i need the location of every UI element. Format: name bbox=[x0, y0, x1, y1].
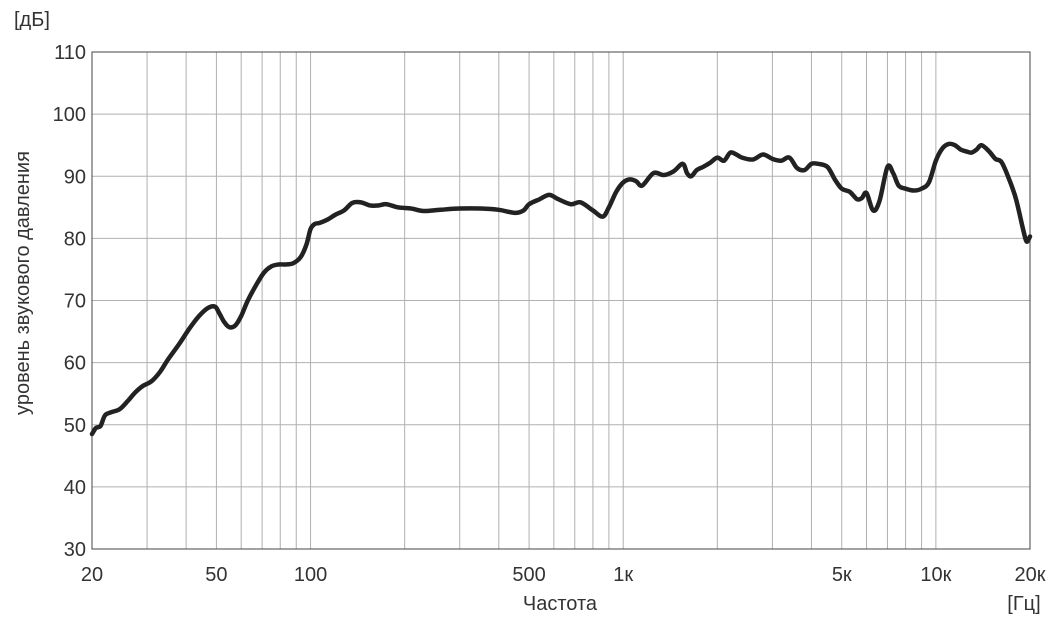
y-tick-label: 30 bbox=[64, 539, 86, 561]
frequency-response-line bbox=[89, 141, 1033, 437]
y-tick-label: 60 bbox=[64, 353, 86, 375]
y-axis-title: уровень звукового давления bbox=[12, 151, 34, 415]
x-unit-label: [Гц] bbox=[1007, 593, 1040, 615]
y-tick-label: 80 bbox=[64, 228, 86, 250]
y-tick-label: 100 bbox=[53, 104, 86, 126]
x-tick-labels: 20 50 100 500 1к 5к 10к 20к bbox=[81, 564, 1046, 586]
y-tick-label: 50 bbox=[64, 415, 86, 437]
y-tick-label: 90 bbox=[64, 166, 86, 188]
y-tick-label: 40 bbox=[64, 477, 86, 499]
x-tick-label: 100 bbox=[294, 564, 327, 586]
y-tick-label: 110 bbox=[54, 42, 86, 64]
x-tick-label: 1к bbox=[613, 564, 633, 586]
plot-frame bbox=[91, 51, 1031, 550]
y-tick-labels: 30 40 50 60 70 80 90 100 110 bbox=[53, 42, 86, 561]
x-tick-label: 50 bbox=[205, 564, 227, 586]
y-gridlines bbox=[92, 51, 1030, 550]
y-tick-label: 70 bbox=[64, 291, 86, 313]
y-unit-label: [дБ] bbox=[14, 9, 50, 31]
x-tick-label: 500 bbox=[512, 564, 545, 586]
x-tick-label: 20 bbox=[81, 564, 103, 586]
x-tick-label: 20к bbox=[1015, 564, 1046, 586]
x-tick-label: 5к bbox=[832, 564, 852, 586]
x-axis-title: Частота bbox=[523, 593, 598, 615]
x-tick-label: 10к bbox=[920, 564, 951, 586]
